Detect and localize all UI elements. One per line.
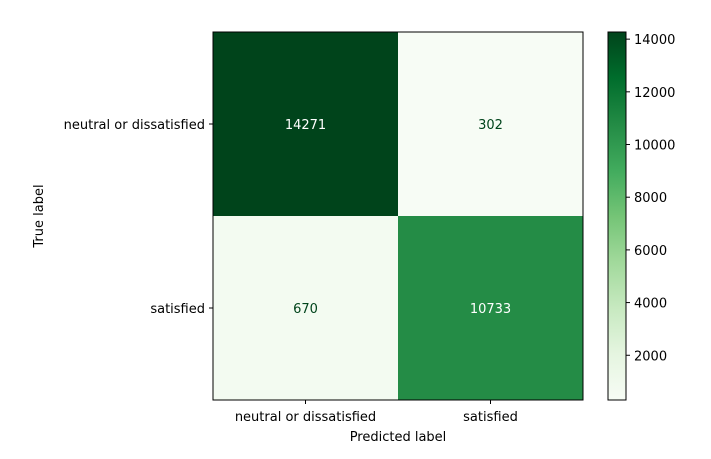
cell-value-label: 14271 bbox=[285, 118, 326, 133]
heatmap-cell bbox=[213, 216, 398, 400]
y-axis: neutral or dissatisfied satisfied True l… bbox=[32, 118, 213, 317]
y-axis-title: True label bbox=[32, 184, 47, 248]
colorbar-tick-label: 6000 bbox=[634, 244, 667, 259]
heatmap-cells bbox=[213, 32, 583, 400]
x-axis: neutral or dissatisfied satisfied Predic… bbox=[235, 400, 518, 445]
plot-frame bbox=[212, 31, 584, 401]
colorbar-gradient bbox=[607, 31, 627, 401]
colorbar-tick-label: 10000 bbox=[634, 139, 675, 154]
cell-value-label: 670 bbox=[293, 302, 318, 317]
colorbar-tick-label: 14000 bbox=[634, 33, 675, 48]
colorbar-tick-label: 4000 bbox=[634, 297, 667, 312]
colorbar: 2000 4000 6000 8000 10000 12000 14000 bbox=[607, 31, 675, 401]
colorbar-tick-label: 8000 bbox=[634, 191, 667, 206]
heatmap-cell bbox=[213, 32, 398, 216]
colorbar-tick-label: 12000 bbox=[634, 86, 675, 101]
x-tick-label: neutral or dissatisfied bbox=[235, 410, 376, 425]
colorbar-tick-label: 2000 bbox=[634, 349, 667, 364]
y-tick-label: satisfied bbox=[150, 302, 205, 317]
x-axis-title: Predicted label bbox=[350, 430, 447, 445]
cell-value-label: 302 bbox=[478, 118, 503, 133]
heatmap-cell bbox=[398, 216, 583, 400]
heatmap-cell bbox=[398, 32, 583, 216]
cell-value-labels: 14271 302 670 10733 bbox=[285, 118, 511, 317]
cell-value-label: 10733 bbox=[470, 302, 511, 317]
x-tick-label: satisfied bbox=[463, 410, 518, 425]
y-tick-label: neutral or dissatisfied bbox=[64, 118, 205, 133]
